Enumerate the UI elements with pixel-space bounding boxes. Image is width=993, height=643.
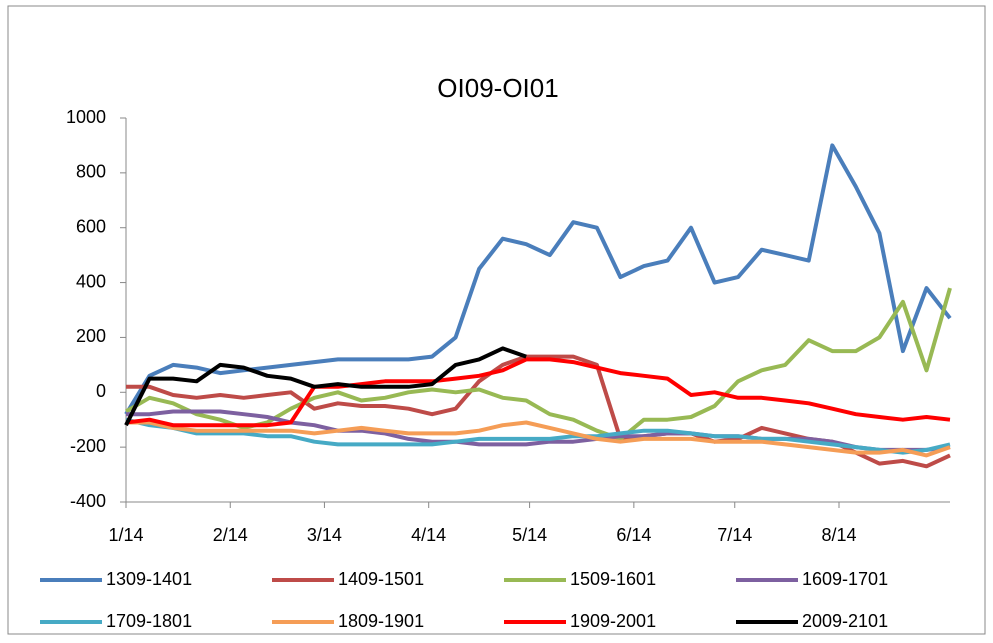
y-tick-label: 1000 [66, 107, 106, 127]
chart-border [7, 5, 986, 635]
legend-label: 1909-2001 [570, 611, 656, 631]
series-line [125, 357, 951, 428]
legend-label: 1509-1601 [570, 569, 656, 589]
y-tick-label: -400 [70, 491, 106, 511]
series-line [126, 409, 951, 452]
x-tick-label: 3/14 [307, 525, 342, 545]
x-tick-label: 8/14 [821, 525, 856, 545]
legend-label: 1809-1901 [338, 611, 424, 631]
y-tick-label: 0 [96, 381, 106, 401]
y-tick-label: 600 [76, 216, 106, 236]
series-line [124, 346, 527, 427]
y-tick-label: 800 [76, 162, 106, 182]
y-tick-label: -200 [70, 436, 106, 456]
legend-label: 1709-1801 [106, 611, 192, 631]
series-line [126, 420, 951, 458]
legend-label: 1409-1501 [338, 569, 424, 589]
x-tick-label: 5/14 [512, 525, 547, 545]
series-line [124, 143, 952, 416]
x-tick-label: 2/14 [213, 525, 248, 545]
legend-label: 2009-2101 [802, 611, 888, 631]
legend-label: 1309-1401 [106, 569, 192, 589]
chart-title: OI09-OI01 [437, 73, 558, 103]
x-tick-label: 1/14 [108, 525, 143, 545]
y-tick-label: 200 [76, 326, 106, 346]
x-tick-label: 6/14 [616, 525, 651, 545]
series-line [125, 417, 951, 455]
legend-label: 1609-1701 [802, 569, 888, 589]
y-tick-label: 400 [76, 271, 106, 291]
x-tick-label: 7/14 [717, 525, 752, 545]
x-tick-label: 4/14 [411, 525, 446, 545]
